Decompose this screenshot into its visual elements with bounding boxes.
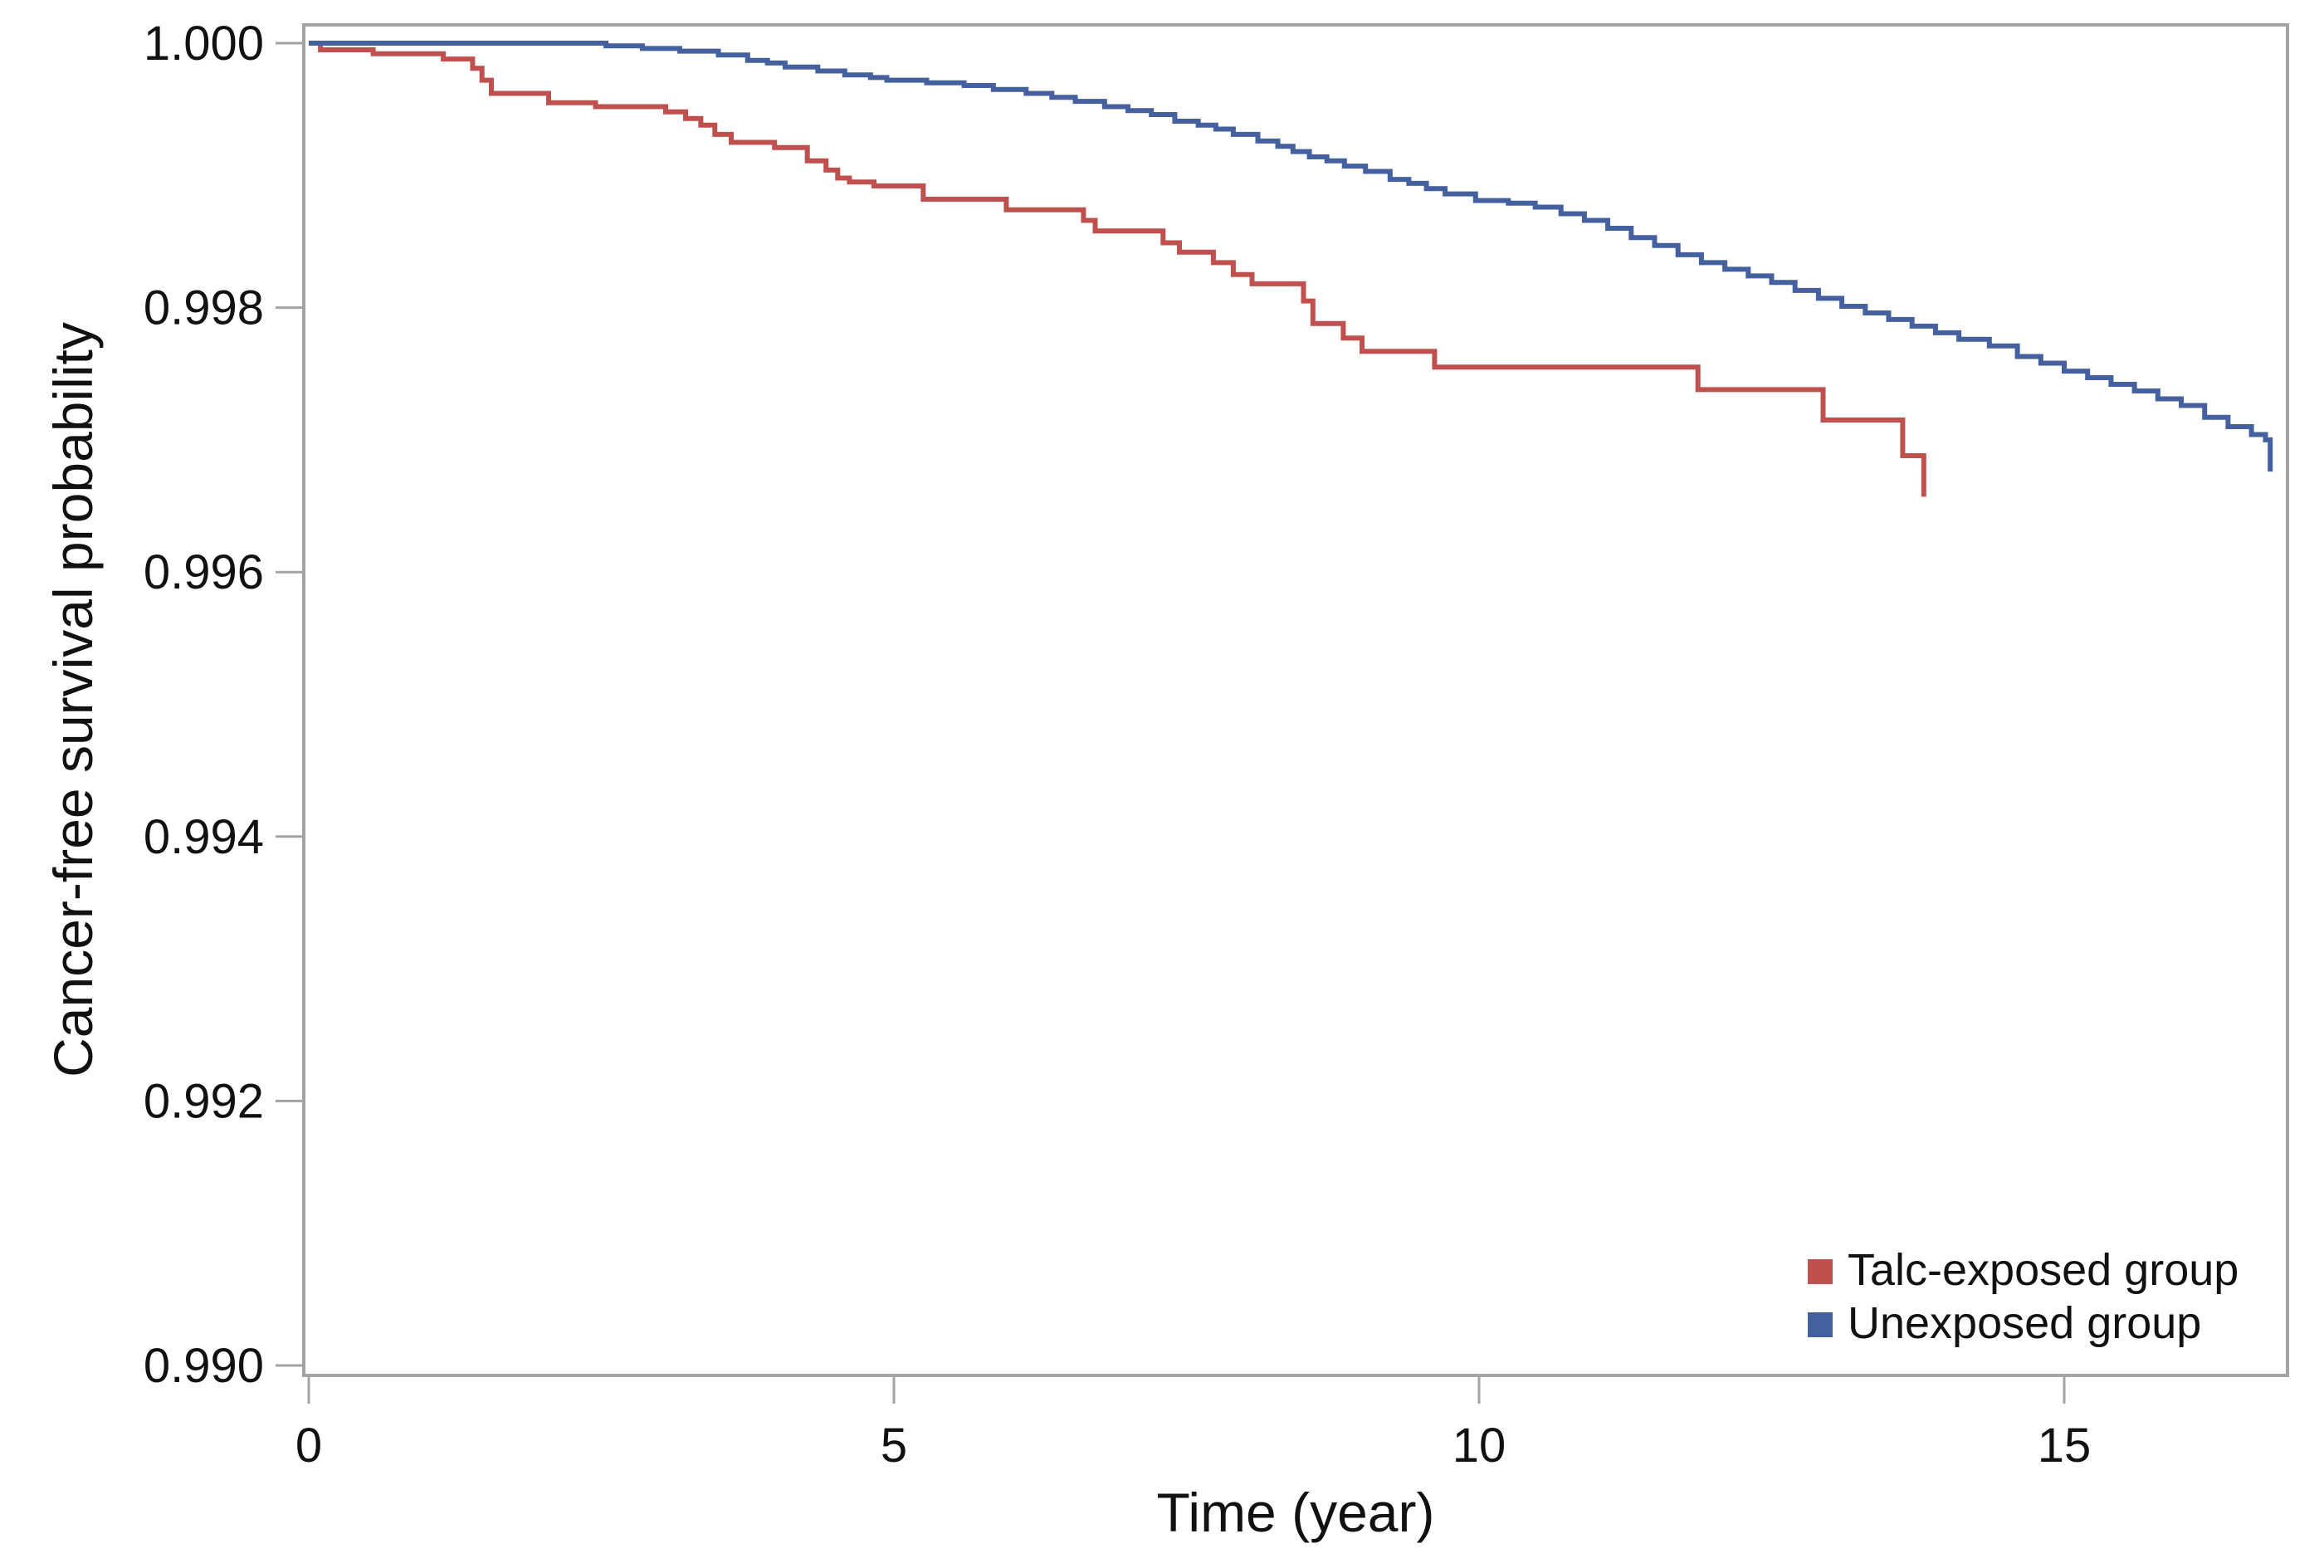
y-tick-label: 1.000 — [144, 17, 264, 71]
talc-exposed-swatch-icon — [1808, 1259, 1833, 1284]
y-tick-label: 0.994 — [144, 810, 264, 864]
y-tick-label: 0.996 — [144, 545, 264, 599]
legend-item-talc-exposed: Talc-exposed group — [1808, 1248, 2239, 1292]
x-tick-label: 0 — [295, 1419, 322, 1473]
legend-label-talc-exposed: Talc-exposed group — [1848, 1245, 2239, 1295]
legend: Talc-exposed group Unexposed group — [1808, 1248, 2239, 1346]
x-tick-label: 10 — [1452, 1419, 1506, 1473]
x-tick-label: 5 — [881, 1419, 907, 1473]
unexposed-swatch-icon — [1808, 1312, 1833, 1337]
x-axis-title: Time (year) — [1156, 1482, 1435, 1543]
legend-label-unexposed: Unexposed group — [1848, 1298, 2202, 1348]
y-tick-label: 0.998 — [144, 281, 264, 335]
talc-exposed-curve — [309, 41, 1926, 497]
plot-border — [302, 23, 2289, 1377]
legend-item-unexposed: Unexposed group — [1808, 1301, 2239, 1346]
x-tick-label: 15 — [2038, 1419, 2092, 1473]
y-axis-title: Cancer-free survival probability — [42, 322, 104, 1077]
y-tick-label: 0.992 — [144, 1074, 264, 1128]
y-tick-label: 0.990 — [144, 1339, 264, 1393]
unexposed-curve — [309, 41, 2273, 472]
